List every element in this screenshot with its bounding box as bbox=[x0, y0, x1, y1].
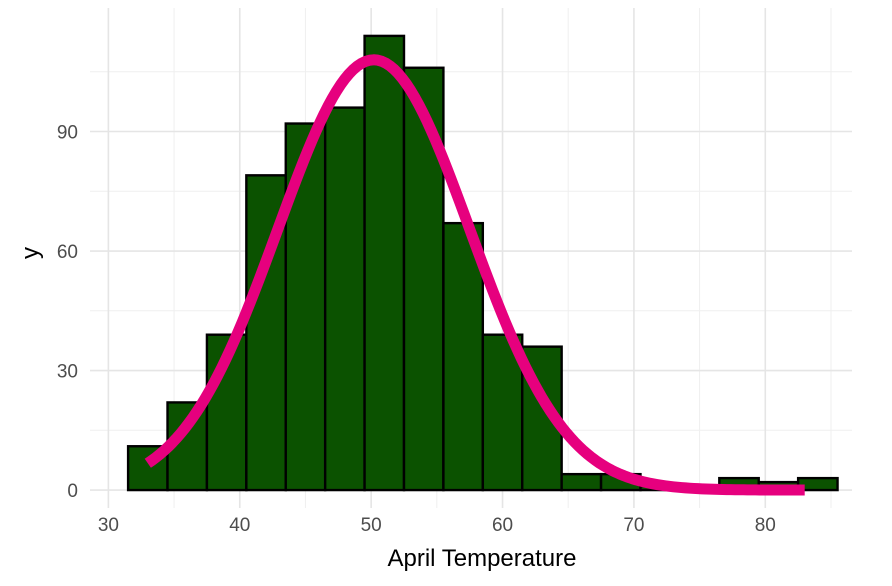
histogram-bar bbox=[481, 333, 524, 492]
y-tick-label: 0 bbox=[67, 481, 78, 502]
x-axis-title: April Temperature bbox=[388, 545, 577, 572]
x-tick-label: 40 bbox=[229, 515, 250, 536]
histogram-bars bbox=[126, 34, 839, 492]
x-tick-label: 70 bbox=[623, 515, 644, 536]
y-tick-label: 60 bbox=[57, 242, 78, 263]
tick-labels: 30 40 50 60 70 80 0 30 60 90 bbox=[57, 123, 776, 536]
x-tick-label: 50 bbox=[361, 515, 382, 536]
x-tick-label: 30 bbox=[98, 515, 119, 536]
histogram-bar bbox=[126, 445, 169, 492]
y-axis-title: y bbox=[17, 247, 44, 259]
x-tick-label: 80 bbox=[755, 515, 776, 536]
histogram-bar bbox=[560, 472, 603, 492]
histogram-bar bbox=[796, 476, 839, 492]
x-tick-label: 60 bbox=[492, 515, 513, 536]
density-curve-layer bbox=[144, 54, 807, 496]
density-curve bbox=[144, 54, 807, 496]
y-tick-label: 90 bbox=[57, 123, 78, 144]
histogram-bar bbox=[323, 106, 366, 492]
y-tick-label: 30 bbox=[57, 362, 78, 383]
histogram-bar bbox=[363, 34, 406, 492]
